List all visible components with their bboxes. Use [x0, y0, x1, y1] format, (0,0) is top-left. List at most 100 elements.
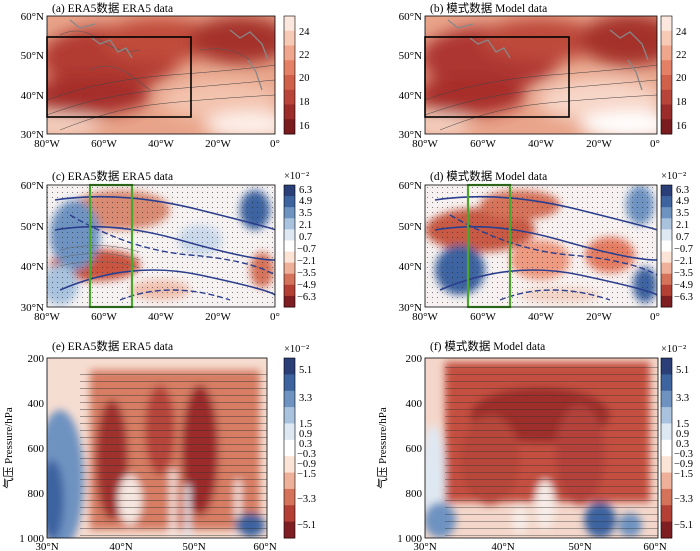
panel-a-xtick-2: 40°W: [148, 138, 174, 150]
panel-d-xtick-4: 0°: [650, 311, 660, 323]
colorbar-frame: [660, 15, 673, 135]
panel-f-cb-label-3: 0.9: [676, 429, 689, 440]
panel-e-cb-exponent: ×10⁻²: [284, 344, 309, 355]
colorbar-swatch: [284, 119, 295, 135]
panel-a-xtick-1: 60°W: [91, 138, 117, 150]
panel-a-xtick-4: 0°: [270, 138, 280, 150]
colorbar-swatch: [661, 284, 672, 297]
panel-a-cb-label-4: 16: [299, 121, 310, 132]
panel-e-cb-label-1: 3.3: [299, 393, 312, 404]
panel-d-ytick-2: 40°N: [399, 261, 422, 273]
panel-f-xtick-3: 60°N: [643, 541, 666, 551]
panel-e-ylabel: 气压 Pressure/hPa: [1, 407, 15, 489]
panel-f-xtick-0: 30°N: [413, 541, 436, 551]
panel-e: (e) ERA5数据 ERA5 data 气压 Pressure/hPa 30°…: [1, 339, 316, 551]
colorbar-swatch: [284, 472, 295, 490]
panel-d-cb-label-8: −4.9: [674, 280, 693, 291]
colorbar-swatch: [284, 273, 295, 286]
colorbar-swatch: [284, 16, 295, 32]
colorbar-swatch: [661, 218, 672, 230]
panel-b-cb-label-3: 18: [676, 97, 687, 108]
panel-e-colorbar-labels: 5.1 3.3 1.5 0.9 0.3 −0.3 −0.9 −1.5 −3.3 …: [297, 365, 316, 531]
panel-f-title: (f) 模式数据 Model data: [430, 339, 545, 353]
panel-c-y-ticks: 60°N 50°N 40°N 30°N: [21, 180, 44, 314]
colorbar-swatch: [284, 45, 295, 61]
colorbar-frame: [660, 184, 673, 308]
colorbar-swatch: [661, 104, 672, 120]
panel-b-xtick-1: 60°W: [470, 138, 496, 150]
colorbar-swatch: [284, 104, 295, 120]
panel-e-ytick-2: 600: [28, 443, 45, 455]
colorbar-swatch: [661, 423, 672, 441]
colorbar-frame: [660, 357, 673, 539]
colorbar-swatch: [661, 30, 672, 46]
colorbar-swatch: [661, 16, 672, 32]
panel-f-ytick-1: 400: [406, 398, 423, 410]
panel-b-x-ticks: 80°W 60°W 40°W 20°W 0°: [412, 138, 660, 150]
panel-e-colorbar: [283, 357, 296, 539]
panel-d-cb-label-1: 4.9: [676, 196, 689, 207]
panel-e-cb-label-7: −1.5: [297, 469, 316, 480]
panel-b-xtick-3: 20°W: [586, 138, 612, 150]
panel-e-xtick-1: 40°N: [109, 541, 132, 551]
colorbar-swatch: [661, 196, 672, 208]
colorbar-swatch: [284, 196, 295, 208]
colorbar-swatch: [284, 390, 295, 408]
colorbar-swatch: [661, 262, 672, 275]
panel-d-xtick-1: 60°W: [470, 311, 496, 323]
panel-c-xtick-3: 20°W: [205, 311, 231, 323]
panel-b: (b) 模式数据 Model data 80°W 60°W 40°W 20°W …: [399, 1, 688, 150]
panel-e-xtick-2: 50°N: [182, 541, 205, 551]
colorbar-swatch: [661, 390, 672, 408]
panel-b-ytick-3: 30°N: [399, 129, 422, 141]
panel-c-x-ticks: 80°W 60°W 40°W 20°W 0°: [34, 311, 280, 323]
colorbar-swatch: [284, 207, 295, 219]
panel-b-ytick-0: 60°N: [399, 11, 422, 23]
panel-c-xtick-0: 80°W: [34, 311, 60, 323]
panel-e-y-ticks: 200 400 600 800 1 000: [19, 353, 44, 545]
panel-f-cb-label-4: 0.3: [676, 439, 689, 450]
colorbar-swatch: [661, 273, 672, 286]
colorbar-swatch: [284, 295, 295, 308]
panel-e-x-ticks: 30°N 40°N 50°N 60°N: [35, 541, 276, 551]
colorbar-swatch: [284, 60, 295, 76]
colorbar-swatch: [284, 89, 295, 105]
panel-c-cb-exponent: ×10⁻²: [284, 171, 309, 182]
panel-e-ytick-1: 400: [28, 398, 45, 410]
colorbar-swatch: [284, 456, 295, 474]
panel-c-colorbar-labels: 6.3 4.9 3.5 2.1 0.7 −0.7 −2.1 −3.5 −4.9 …: [297, 185, 316, 303]
panel-c-ytick-0: 60°N: [21, 180, 44, 192]
panel-a-ytick-0: 60°N: [21, 11, 44, 23]
panel-b-colorbar-labels: 24 22 20 18 16: [676, 27, 687, 132]
colorbar-swatch: [661, 45, 672, 61]
panel-e-cb-label-0: 5.1: [299, 365, 312, 376]
panel-d-ytick-3: 30°N: [399, 302, 422, 314]
panel-a-cb-label-2: 20: [299, 73, 310, 84]
panel-d-colorbar-labels: 6.3 4.9 3.5 2.1 0.7 −0.7 −2.1 −3.5 −4.9 …: [674, 185, 693, 303]
panel-b-title: (b) 模式数据 Model data: [430, 1, 547, 15]
panel-a-colorbar-labels: 24 22 20 18 16: [299, 27, 310, 132]
colorbar-swatch: [661, 521, 672, 539]
panel-f: (f) 模式数据 Model data 气压 Pressure/hPa 30°N…: [375, 339, 693, 551]
panel-f-cb-label-2: 1.5: [676, 419, 689, 430]
colorbar-frame: [283, 184, 296, 308]
colorbar-swatch: [284, 185, 295, 197]
colorbar-swatch: [284, 505, 295, 523]
panel-a-cb-label-3: 18: [299, 97, 310, 108]
panel-e-ytick-3: 800: [28, 488, 45, 500]
panel-f-xtick-2: 50°N: [568, 541, 591, 551]
panel-d-xtick-0: 80°W: [412, 311, 438, 323]
panel-d-y-ticks: 60°N 50°N 40°N 30°N: [399, 180, 422, 314]
panel-a-cb-label-1: 22: [299, 50, 310, 61]
panel-b-colorbar: [660, 15, 673, 135]
colorbar-swatch: [284, 423, 295, 441]
panel-c-cb-label-8: −4.9: [297, 280, 316, 291]
panel-d-cb-label-4: 0.7: [676, 232, 689, 243]
colorbar-swatch: [284, 75, 295, 91]
panel-d-cb-label-9: −6.3: [674, 292, 693, 303]
panel-d-x-ticks: 80°W 60°W 40°W 20°W 0°: [412, 311, 660, 323]
panel-f-colorbar: [660, 357, 673, 539]
panel-a-ytick-2: 40°N: [21, 90, 44, 102]
panel-c: (c) ERA5数据 ERA5 data 80°W 60°W 40°W 20°W…: [21, 169, 316, 323]
